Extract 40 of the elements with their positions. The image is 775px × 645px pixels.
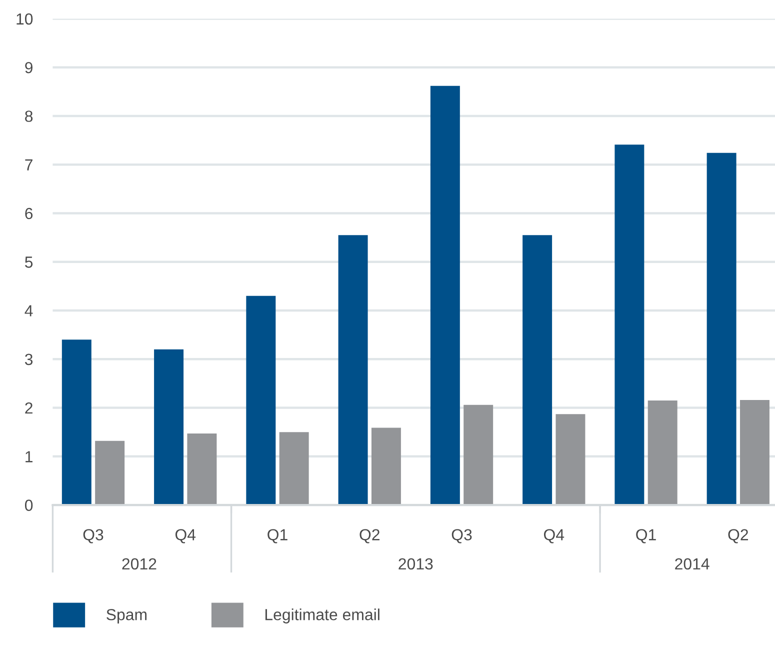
y-tick-label: 3 xyxy=(24,354,33,366)
bar xyxy=(246,296,276,506)
bar xyxy=(648,400,678,506)
bar xyxy=(464,404,494,506)
bar xyxy=(430,86,460,506)
bar xyxy=(62,340,92,506)
x-tick-label: Q1 xyxy=(636,529,656,544)
x2-tick-label: 2013 xyxy=(398,558,433,570)
bar xyxy=(187,434,217,506)
bar xyxy=(338,235,368,506)
y-tick-label: 10 xyxy=(16,13,33,25)
bar xyxy=(154,349,184,506)
y-tick-label: 9 xyxy=(25,62,32,74)
bar xyxy=(371,428,401,506)
y-tick-label: 1 xyxy=(26,451,32,462)
y-tick-label: 0 xyxy=(24,500,33,511)
bar xyxy=(740,400,770,506)
x-tick-label: Q1 xyxy=(268,529,288,544)
x-tick-label: Q2 xyxy=(360,529,380,544)
legend-label: Legitimate email xyxy=(265,608,380,624)
x-tick-label: Q2 xyxy=(728,529,748,544)
y-tick-label: 6 xyxy=(25,208,33,220)
x2-tick-label: 2012 xyxy=(122,558,156,570)
x-tick-label: Q3 xyxy=(83,529,104,544)
legend-label: Spam xyxy=(106,608,147,624)
x-tick-label: Q3 xyxy=(452,529,472,544)
x-tick-label: Q4 xyxy=(544,529,564,544)
bar xyxy=(556,414,586,506)
y-tick-label: 5 xyxy=(25,256,33,268)
bar xyxy=(279,432,309,506)
bar xyxy=(95,440,125,506)
y-tick-label: 7 xyxy=(25,159,32,170)
bar xyxy=(706,152,736,506)
y-tick-label: 2 xyxy=(25,402,32,414)
x2-tick-label: 2014 xyxy=(675,558,710,570)
x-tick-label: Q4 xyxy=(175,529,196,544)
y-tick-label: 4 xyxy=(24,305,33,316)
y-tick-label: 8 xyxy=(25,110,33,122)
bar xyxy=(614,144,644,506)
bar xyxy=(522,235,552,506)
